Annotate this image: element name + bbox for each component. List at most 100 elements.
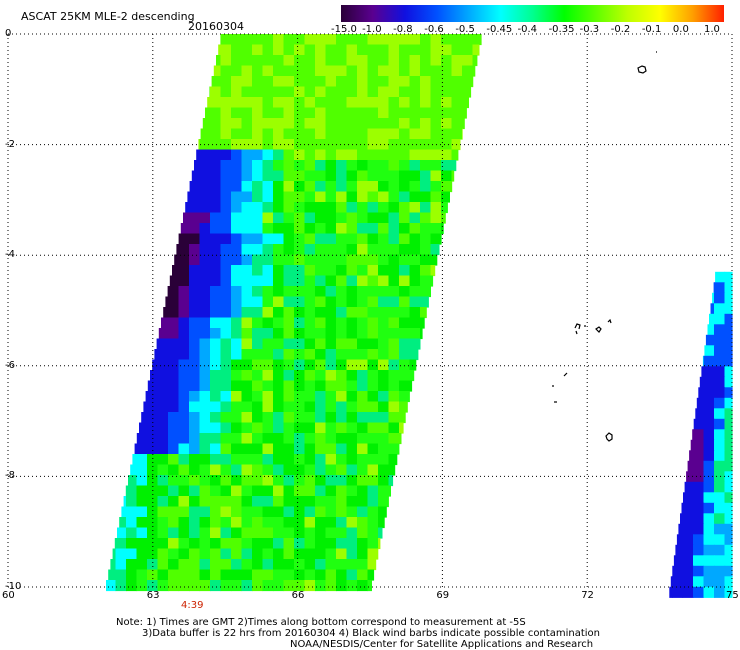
colorbar-tick-label: 1.0: [704, 24, 720, 35]
swath-west-cell: [147, 443, 159, 455]
swath-east-cell: [703, 439, 715, 451]
swath-west-cell: [346, 181, 358, 193]
swath-west-cell: [294, 191, 306, 203]
swath-west-cell: [399, 265, 411, 277]
swath-west-cell: [346, 506, 358, 518]
swath-west-cell: [156, 338, 159, 350]
swath-west-cell: [420, 191, 432, 203]
colorbar-tick-label: -0.45: [486, 24, 513, 35]
swath-east-cell: [703, 387, 715, 399]
swath-west-cell: [336, 160, 348, 172]
swath-east-cell: [724, 544, 733, 556]
swath-west-cell: [273, 181, 285, 193]
lat-label: -2: [5, 138, 15, 150]
swath-west-cell: [336, 349, 348, 361]
swath-west-cell: [241, 496, 253, 508]
swath-west-cell: [357, 65, 369, 77]
swath-east-cell: [703, 513, 715, 525]
swath-west-cell: [378, 139, 390, 151]
swath-west-cell: [220, 97, 232, 109]
swath-west-cell: [399, 286, 411, 298]
swath-west-cell: [451, 128, 463, 140]
swath-west-cell: [399, 107, 411, 119]
swath-west-cell: [252, 328, 264, 340]
swath-west-cell: [367, 160, 379, 172]
swath-west-cell: [294, 44, 306, 56]
island-coastlines: [552, 51, 657, 442]
swath-west-cell: [315, 149, 327, 161]
swath-west-cell: [399, 391, 410, 403]
swath-west-cell: [252, 422, 264, 434]
swath-west-cell: [315, 464, 327, 476]
swath-east-cell: [676, 534, 684, 546]
swath-west-cell: [336, 496, 348, 508]
swath-west-cell: [420, 76, 432, 88]
swath-west-cell: [273, 475, 285, 487]
swath-west-cell: [241, 44, 253, 56]
swath-west-cell: [262, 97, 274, 109]
swath-west-cell: [147, 391, 159, 403]
swath-east-cell: [714, 418, 726, 430]
swath-west-cell: [283, 170, 295, 182]
swath-east-cell: [724, 418, 733, 430]
swath-west-cell: [231, 191, 243, 203]
swath-west-cell: [388, 170, 400, 182]
swath-east-cell: [714, 450, 726, 462]
swath-west-cell: [231, 34, 243, 46]
swath-west-cell: [273, 86, 285, 98]
swath-west-cell: [378, 118, 390, 130]
swath-west-cell: [231, 349, 243, 361]
swath-west-cell: [409, 181, 421, 193]
swath-west-cell: [315, 559, 327, 571]
swath-west-cell: [220, 580, 232, 592]
swath-west-cell: [357, 475, 369, 487]
swath-west-cell: [336, 254, 348, 266]
swath-west-cell: [315, 265, 327, 277]
swath-west-cell: [388, 443, 400, 455]
swath-west-cell: [367, 254, 379, 266]
swath-west-cell: [252, 107, 264, 119]
swath-east-cell: [714, 576, 726, 588]
swath-west-cell: [378, 86, 390, 98]
swath-west-cell: [136, 475, 148, 487]
swath-west-cell: [294, 517, 306, 529]
swath-west-cell: [210, 580, 222, 592]
swath-west-cell: [315, 212, 327, 224]
swath-west-cell: [231, 160, 243, 172]
swath-west-cell: [231, 307, 243, 319]
swath-west-cell: [252, 275, 264, 287]
swath-west-cell: [315, 391, 327, 403]
swath-west-cell: [399, 170, 411, 182]
swath-west-cell: [336, 391, 348, 403]
swath-west-cell: [189, 328, 201, 340]
swath-west-cell: [451, 149, 459, 161]
swath-west-cell: [325, 181, 337, 193]
swath-west-cell: [283, 181, 295, 193]
lon-label: 60: [2, 590, 15, 601]
swath-west-cell: [273, 443, 285, 455]
swath-west-cell: [357, 296, 369, 308]
swath-west-cell: [189, 401, 201, 413]
swath-west-cell: [283, 443, 295, 455]
swath-west-cell: [336, 328, 348, 340]
swath-east-cell: [705, 334, 715, 346]
swath-west-cell: [210, 107, 222, 119]
swath-west-cell: [367, 191, 379, 203]
swath-west-cell: [388, 65, 400, 77]
swath-west-cell: [294, 548, 306, 560]
swath-west-cell: [378, 160, 390, 172]
swath-west-cell: [357, 139, 369, 151]
swath-west-cell: [210, 97, 222, 109]
swath-west-cell: [409, 233, 421, 245]
swath-east-cell: [714, 387, 726, 399]
swath-west-cell: [388, 86, 400, 98]
swath-west-cell: [336, 485, 348, 497]
swath-west-cell: [283, 391, 295, 403]
swath-east-cell: [724, 366, 733, 378]
swath-west-cell: [273, 527, 285, 539]
swath-west-cell: [210, 349, 222, 361]
swath-west-cell: [136, 496, 148, 508]
swath-west-cell: [325, 454, 337, 466]
swath-west-cell: [430, 76, 442, 88]
swath-west-cell: [441, 128, 453, 140]
